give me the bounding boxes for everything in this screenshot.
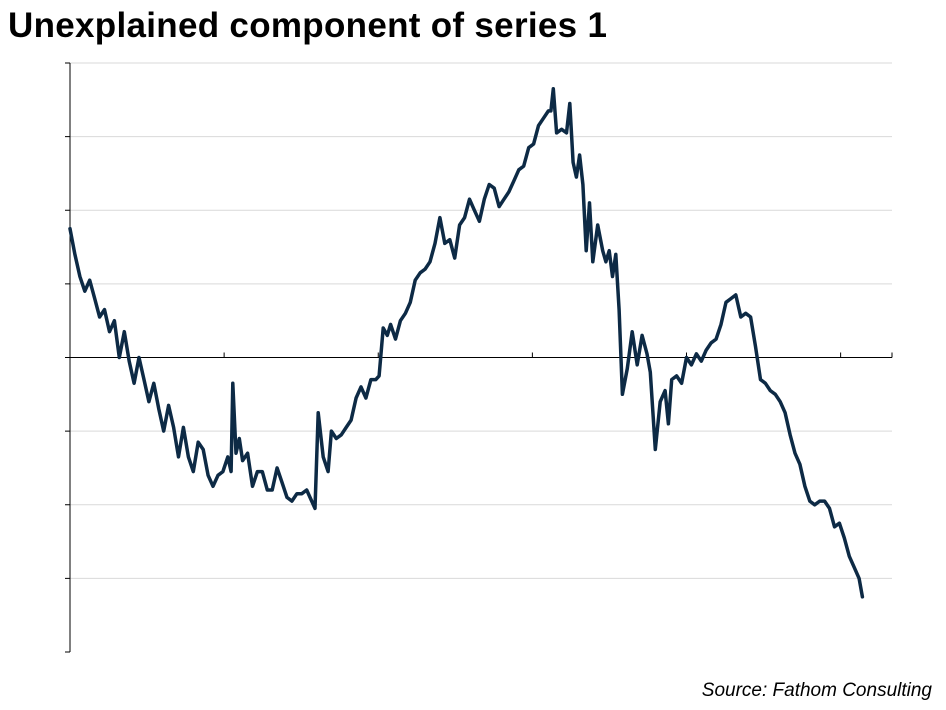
axes [65,62,893,653]
series-line-1 [68,87,865,599]
chart-title: Unexplained component of series 1 [8,6,608,45]
series-layer [68,87,865,599]
source-note: Source: Fathom Consulting [701,680,932,701]
gridlines [70,62,892,579]
